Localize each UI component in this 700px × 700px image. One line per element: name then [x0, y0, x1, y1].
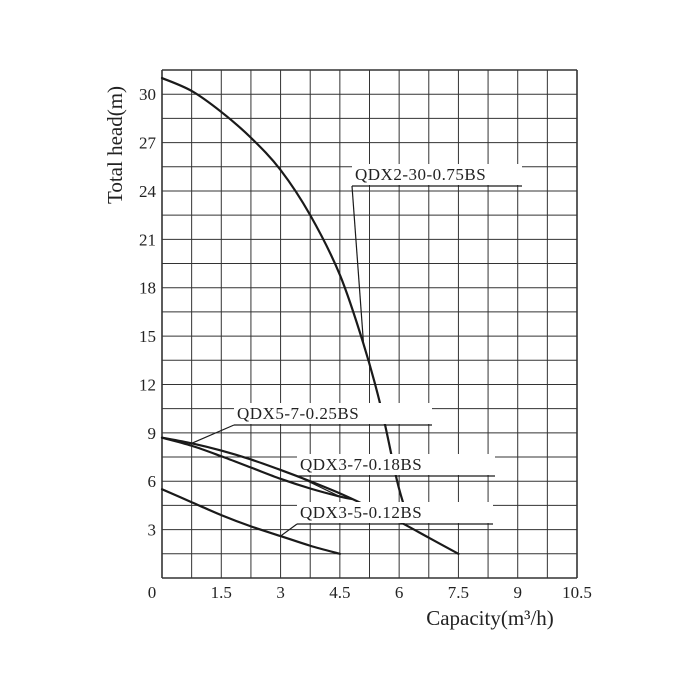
- y-tick-label: 24: [139, 182, 157, 201]
- y-tick-label: 30: [139, 85, 156, 104]
- x-tick-label: 7.5: [448, 583, 469, 602]
- series-label: QDX3-7-0.18BS: [300, 455, 422, 474]
- series-label-background: [234, 403, 432, 424]
- x-tick-label: 10.5: [562, 583, 592, 602]
- x-tick-label: 3: [276, 583, 285, 602]
- series-label-leader: [351, 185, 365, 345]
- y-tick-label: 21: [139, 230, 156, 249]
- series-label-leader: [296, 475, 341, 498]
- series-label: QDX3-5-0.12BS: [300, 503, 422, 522]
- series-label-leader: [280, 523, 298, 537]
- x-axis-title: Capacity(m³/h): [426, 606, 554, 630]
- series-label: QDX5-7-0.25BS: [237, 404, 359, 423]
- series-label-background: [352, 164, 522, 185]
- y-tick-label: 15: [139, 327, 156, 346]
- grid: [161, 69, 578, 579]
- y-tick-label: 3: [148, 521, 157, 540]
- x-tick-label: 0: [148, 583, 157, 602]
- y-tick-label: 18: [139, 279, 156, 298]
- y-tick-label: 27: [139, 134, 157, 153]
- series-labels: QDX2-30-0.75BS QDX5-7-0.25BS QDX3-7-0.18BS…: [191, 164, 522, 537]
- series-line: [160, 436, 460, 555]
- series-label-background: [297, 454, 495, 475]
- x-tick-label: 9: [513, 583, 522, 602]
- series-label-background: [297, 502, 493, 523]
- x-tick-label: 1.5: [211, 583, 232, 602]
- x-tick-label: 6: [395, 583, 404, 602]
- y-axis-title: Total head(m): [103, 86, 127, 204]
- x-tick-label: 4.5: [329, 583, 350, 602]
- series-line: [160, 488, 341, 555]
- series-label-leader: [191, 424, 235, 444]
- y-tick-label: 6: [148, 472, 157, 491]
- y-tick-label: 9: [148, 424, 157, 443]
- series-label: QDX2-30-0.75BS: [355, 165, 486, 184]
- tick-labels: 0 1.5 3 4.5 6 7.5 9 10.5 3 6 9 12 15 18 21 24 27 30: [139, 85, 592, 602]
- y-tick-label: 12: [139, 375, 156, 394]
- series-line: [160, 76, 409, 517]
